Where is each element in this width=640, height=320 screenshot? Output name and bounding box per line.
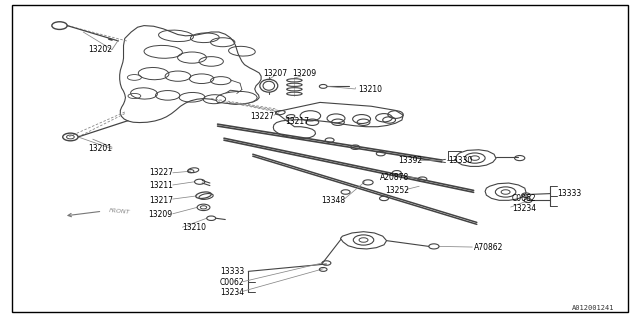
Text: 13330: 13330 [448, 156, 472, 164]
Text: 13201: 13201 [88, 144, 112, 153]
Text: 13207: 13207 [263, 69, 287, 78]
Text: 13202: 13202 [88, 45, 112, 54]
Text: 13252: 13252 [385, 186, 410, 195]
Text: FRONT: FRONT [109, 208, 131, 215]
Text: 13227: 13227 [149, 168, 173, 177]
Text: C0062: C0062 [512, 194, 536, 203]
Text: 13217: 13217 [149, 196, 173, 204]
Text: 13392: 13392 [398, 156, 422, 164]
Text: 13333: 13333 [220, 267, 244, 276]
Polygon shape [225, 90, 244, 100]
Text: A012001241: A012001241 [572, 305, 614, 311]
Text: 13209: 13209 [148, 210, 173, 219]
Text: 13209: 13209 [292, 69, 316, 78]
Polygon shape [216, 92, 257, 104]
Polygon shape [120, 26, 261, 123]
Polygon shape [273, 102, 403, 138]
Polygon shape [340, 232, 387, 249]
Text: 13333: 13333 [557, 189, 581, 198]
Polygon shape [456, 150, 496, 166]
Text: A20878: A20878 [380, 173, 410, 182]
Text: 13234: 13234 [220, 288, 244, 297]
Text: 13234: 13234 [512, 204, 536, 212]
Text: 13211: 13211 [149, 181, 173, 190]
Text: 13210: 13210 [182, 223, 206, 232]
Text: 13348: 13348 [321, 196, 346, 204]
Text: 13227: 13227 [250, 112, 274, 121]
Text: A70862: A70862 [474, 244, 503, 252]
Text: 13210: 13210 [358, 85, 383, 94]
Polygon shape [485, 183, 526, 200]
Text: 13217: 13217 [285, 117, 309, 126]
Text: C0062: C0062 [220, 278, 244, 287]
